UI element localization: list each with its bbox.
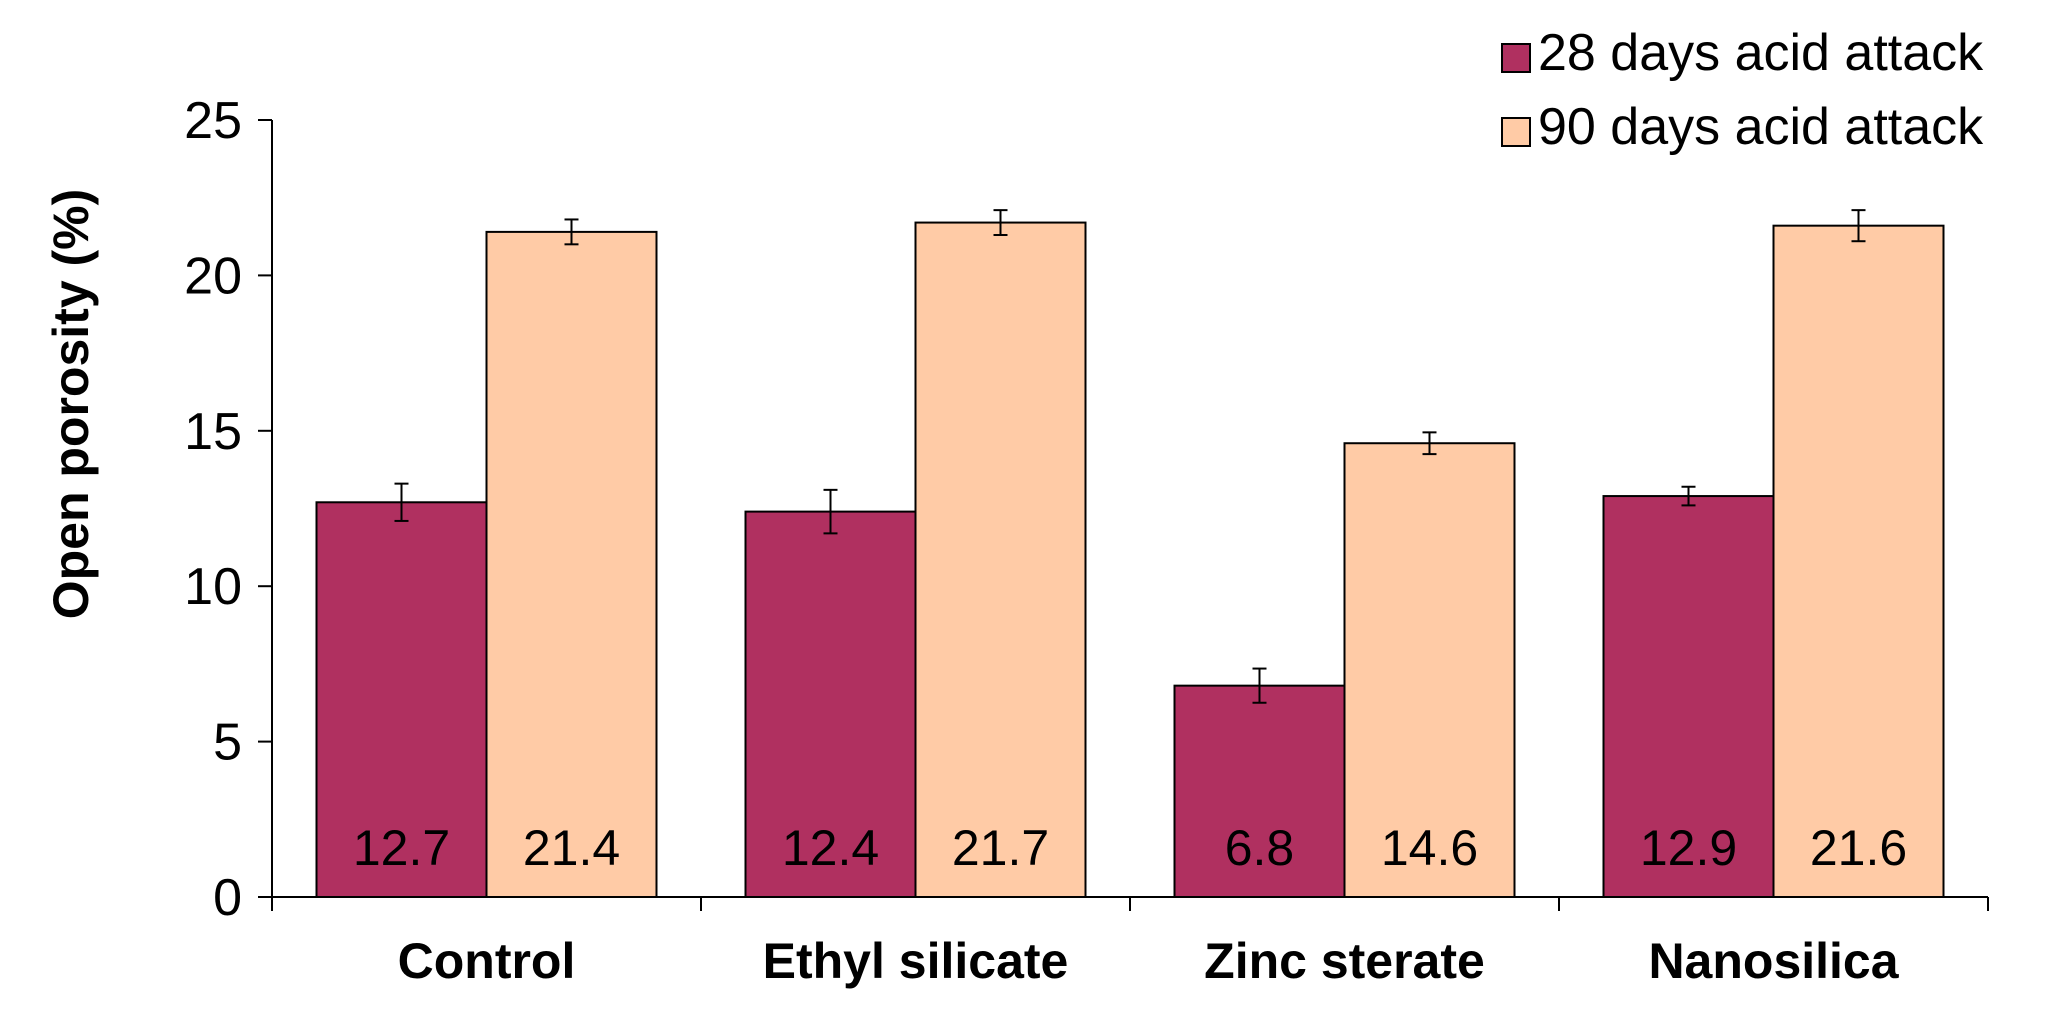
y-tick-label: 25 <box>184 92 242 150</box>
y-tick-label: 10 <box>184 558 242 616</box>
error-bars-layer <box>394 209 1866 704</box>
bar-90-days <box>1772 224 1945 898</box>
data-label: 21.6 <box>1810 820 1907 876</box>
bar-90-days <box>914 221 1087 898</box>
bar-28-days <box>315 501 488 898</box>
category-labels-layer: Control Ethyl silicate Zinc sterate Nanosil… <box>398 933 1900 989</box>
category-label: Control <box>398 933 576 989</box>
y-ticks-layer: 0 5 10 15 20 25 <box>184 92 272 927</box>
data-label: 6.8 <box>1225 820 1295 876</box>
x-ticks-layer <box>271 897 1989 911</box>
y-tick-label: 5 <box>213 714 242 772</box>
data-label: 21.7 <box>952 820 1049 876</box>
category-label: Nanosilica <box>1648 933 1899 989</box>
bars-layer <box>315 221 1945 898</box>
data-labels-layer: 12.7 21.4 12.4 21.7 6.8 14.6 12.9 21.6 <box>353 820 1907 876</box>
category-label: Zinc sterate <box>1204 933 1485 989</box>
legend-swatch <box>1501 43 1531 73</box>
legend: 28 days acid attack 90 days acid attack <box>1501 24 1984 156</box>
bar-28-days <box>744 510 917 898</box>
y-tick-label: 20 <box>184 247 242 305</box>
y-tick-label: 0 <box>213 869 242 927</box>
legend-label: 28 days acid attack <box>1538 24 1984 82</box>
data-label: 12.7 <box>353 820 450 876</box>
legend-label: 90 days acid attack <box>1538 98 1984 156</box>
data-label: 21.4 <box>523 820 620 876</box>
legend-swatch <box>1501 117 1531 147</box>
data-label: 12.9 <box>1640 820 1737 876</box>
category-label: Ethyl silicate <box>763 933 1069 989</box>
data-label: 12.4 <box>782 820 879 876</box>
data-label: 14.6 <box>1381 820 1478 876</box>
bar-90-days <box>1343 442 1516 898</box>
y-axis-title: Open porosity (%) <box>43 189 99 620</box>
y-tick-label: 15 <box>184 403 242 461</box>
bar-28-days <box>1602 495 1775 898</box>
bar-90-days <box>485 230 658 898</box>
